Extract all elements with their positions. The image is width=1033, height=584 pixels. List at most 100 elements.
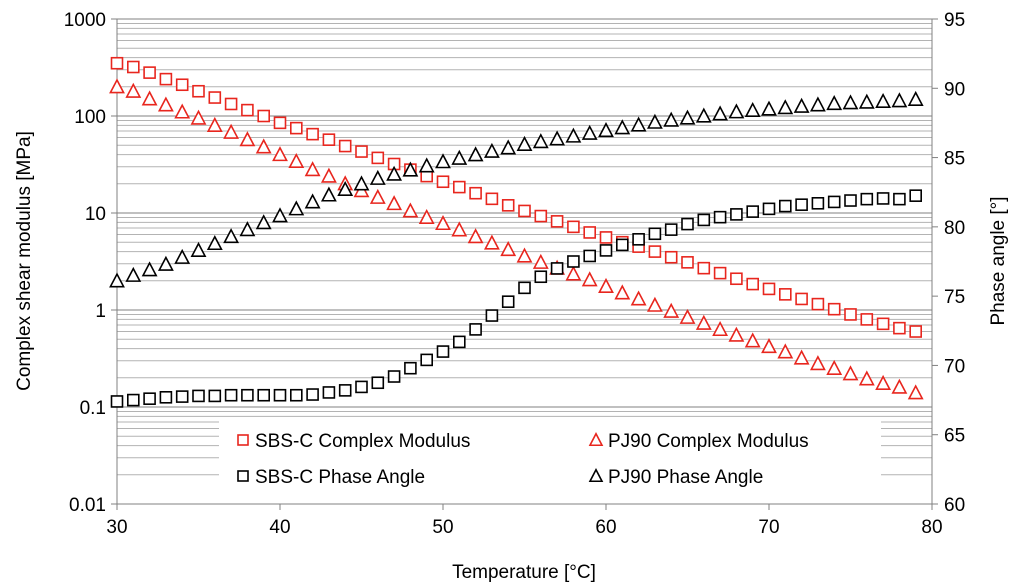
data-point bbox=[371, 376, 385, 390]
data-point bbox=[322, 133, 336, 146]
data-point bbox=[713, 210, 727, 224]
data-point bbox=[127, 393, 140, 407]
legend-marker bbox=[237, 434, 249, 446]
legend-marker bbox=[588, 468, 604, 483]
data-point bbox=[469, 323, 482, 336]
data-point bbox=[273, 116, 287, 130]
data-point bbox=[893, 321, 906, 335]
data-point bbox=[435, 214, 451, 231]
data-point bbox=[844, 308, 857, 321]
x-tick-label: 60 bbox=[595, 517, 616, 538]
data-point bbox=[143, 392, 156, 405]
data-point bbox=[811, 297, 825, 311]
data-point bbox=[110, 56, 124, 70]
series-sbs-c-phase-angle bbox=[110, 189, 923, 408]
data-point bbox=[730, 272, 743, 286]
data-point bbox=[860, 192, 874, 206]
data-point bbox=[467, 228, 484, 244]
data-point bbox=[157, 255, 174, 271]
data-point bbox=[402, 161, 419, 177]
data-point bbox=[809, 355, 826, 371]
data-point bbox=[664, 223, 678, 236]
x-axis-title: Temperature [°C] bbox=[452, 562, 596, 583]
data-point bbox=[695, 314, 712, 330]
data-point bbox=[289, 121, 303, 135]
legend-label: PJ90 Complex Modulus bbox=[608, 431, 809, 452]
x-tick-label: 50 bbox=[432, 517, 453, 538]
y-tick-label: 0.01 bbox=[69, 495, 106, 516]
data-point bbox=[679, 308, 696, 324]
y2-tick-label: 80 bbox=[944, 218, 965, 239]
y-tick-label: 100 bbox=[74, 107, 106, 128]
y2-tick-label: 65 bbox=[944, 426, 965, 447]
data-point bbox=[175, 390, 189, 403]
data-point bbox=[532, 133, 549, 149]
data-point bbox=[793, 97, 810, 113]
data-point bbox=[876, 192, 890, 205]
y-tick-label: 1 bbox=[95, 301, 106, 322]
y-tick-label: 10 bbox=[85, 204, 106, 225]
y2-tick-label: 60 bbox=[944, 495, 965, 516]
data-point bbox=[208, 389, 222, 403]
data-point bbox=[614, 284, 631, 300]
data-point bbox=[809, 96, 826, 112]
data-point bbox=[223, 228, 240, 244]
data-point bbox=[778, 199, 792, 213]
data-point bbox=[420, 353, 434, 367]
y2-tick-label: 85 bbox=[944, 149, 965, 170]
data-point bbox=[386, 165, 403, 181]
data-point bbox=[728, 103, 745, 119]
data-point bbox=[239, 221, 256, 237]
data-point bbox=[728, 326, 745, 342]
data-point bbox=[599, 231, 613, 244]
data-point bbox=[630, 290, 647, 306]
data-point bbox=[909, 325, 923, 338]
legend-marker bbox=[237, 470, 249, 482]
data-point bbox=[744, 332, 761, 348]
data-point bbox=[402, 202, 419, 218]
data-point bbox=[550, 262, 564, 275]
y2-tick-label: 95 bbox=[944, 10, 965, 31]
data-point bbox=[744, 101, 761, 118]
y-axis-right: 60 65 70 75 80 85 90 95 bbox=[932, 10, 965, 516]
data-point bbox=[109, 272, 125, 288]
data-point bbox=[387, 370, 401, 383]
data-point bbox=[875, 374, 892, 391]
data-point bbox=[630, 116, 647, 132]
data-point bbox=[436, 345, 450, 358]
data-point bbox=[598, 122, 614, 138]
data-point bbox=[614, 119, 631, 135]
data-point bbox=[893, 192, 906, 206]
legend-label: SBS-C Phase Angle bbox=[255, 467, 425, 488]
data-point bbox=[518, 281, 531, 295]
data-point bbox=[565, 127, 582, 143]
data-point bbox=[452, 335, 466, 349]
data-point bbox=[646, 296, 663, 312]
data-point bbox=[842, 94, 859, 110]
data-point bbox=[272, 207, 288, 223]
data-point bbox=[272, 146, 288, 162]
data-point bbox=[550, 215, 564, 228]
data-point bbox=[190, 109, 207, 125]
data-point bbox=[289, 388, 303, 402]
data-point bbox=[338, 139, 352, 153]
data-point bbox=[241, 388, 254, 402]
data-point bbox=[451, 149, 468, 165]
data-point bbox=[369, 169, 386, 185]
data-point bbox=[206, 234, 223, 251]
data-point bbox=[534, 209, 548, 223]
data-point bbox=[485, 309, 499, 322]
x-tick-label: 80 bbox=[921, 517, 942, 538]
data-point bbox=[109, 78, 125, 94]
data-point bbox=[599, 244, 613, 257]
data-point bbox=[386, 195, 403, 211]
data-point bbox=[646, 113, 663, 129]
data-point bbox=[500, 241, 517, 257]
data-point bbox=[681, 256, 694, 269]
data-point bbox=[206, 116, 223, 132]
data-point bbox=[369, 188, 386, 204]
data-point bbox=[746, 277, 760, 291]
y-tick-label: 1000 bbox=[64, 10, 106, 31]
data-point bbox=[501, 199, 515, 212]
legend-marker bbox=[588, 432, 604, 447]
